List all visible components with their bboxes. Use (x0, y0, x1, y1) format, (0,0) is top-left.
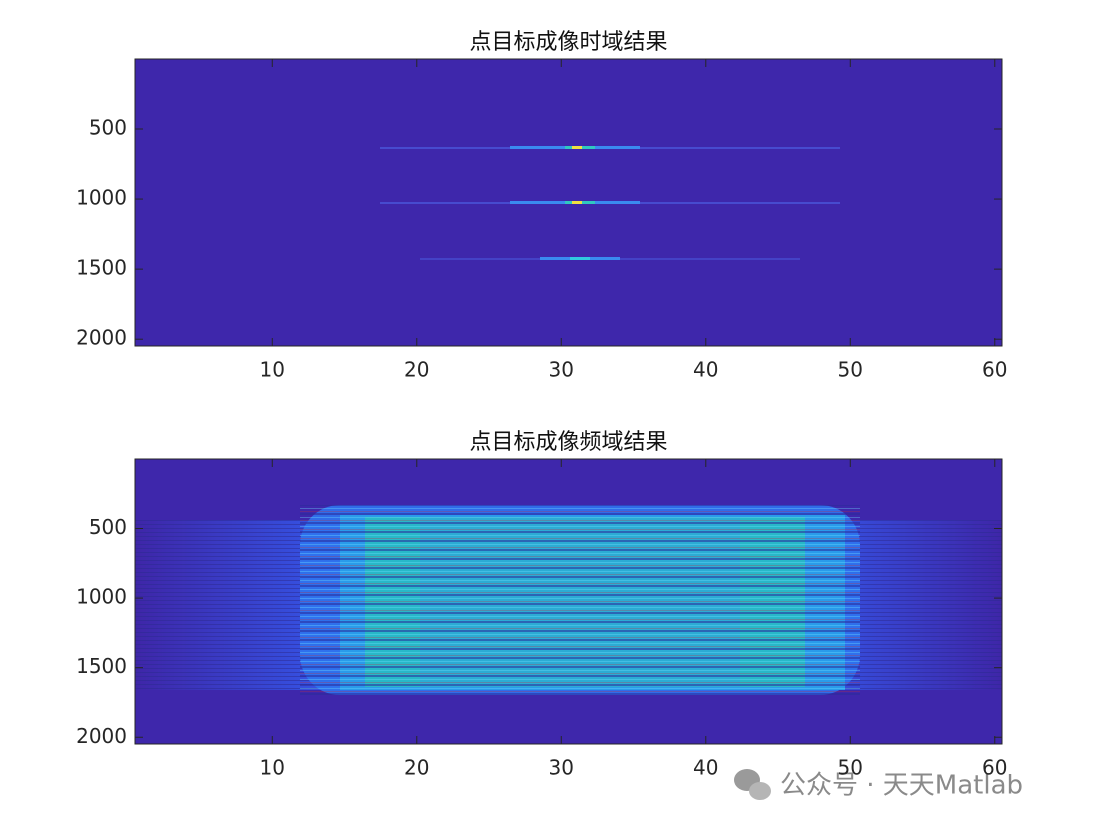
y-tick-label: 2000 (76, 724, 127, 748)
y-tick-label: 500 (89, 515, 127, 539)
y-tick-label: 1500 (76, 256, 127, 280)
chart-title: 点目标成像频域结果 (469, 430, 667, 455)
x-tick-label: 60 (982, 358, 1007, 382)
x-tick-label: 50 (838, 358, 863, 382)
y-tick-label: 1500 (76, 654, 127, 678)
image-frequency-domain (135, 459, 1002, 744)
x-tick-label: 30 (549, 756, 574, 780)
watermark: 公众号 · 天天Matlab (780, 771, 1023, 801)
watermark-icon (734, 769, 771, 800)
x-tick-label: 10 (260, 756, 285, 780)
x-tick-label: 50 (838, 756, 863, 780)
x-tick-label: 60 (982, 756, 1007, 780)
x-tick-label: 20 (404, 358, 429, 382)
x-tick-label: 40 (693, 756, 718, 780)
chart-title: 点目标成像时域结果 (469, 30, 667, 55)
y-tick-label: 2000 (76, 326, 127, 350)
axes-box (134, 458, 1003, 745)
axes-box (134, 58, 1003, 347)
x-tick-label: 30 (549, 358, 574, 382)
y-tick-label: 1000 (76, 585, 127, 609)
y-tick-label: 1000 (76, 186, 127, 210)
y-tick-label: 500 (89, 115, 127, 139)
x-tick-label: 10 (260, 358, 285, 382)
x-tick-label: 40 (693, 358, 718, 382)
x-tick-label: 20 (404, 756, 429, 780)
image-time-domain (135, 59, 1002, 346)
